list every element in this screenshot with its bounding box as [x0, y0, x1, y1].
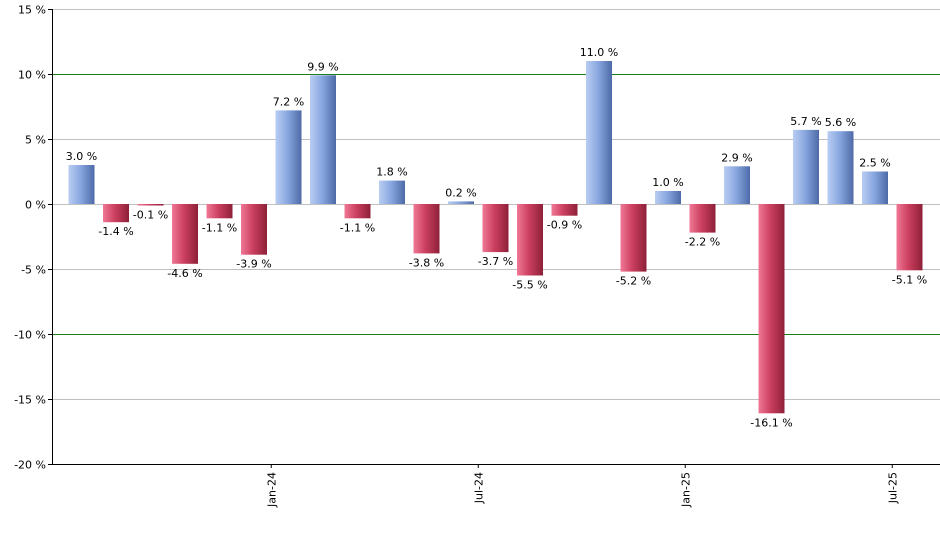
- y-tick-label: 15 %: [18, 4, 46, 17]
- axes: 15 % 10 % 5 % 0 % -5 % -10 % -15 % -20 % Jan-24 J…: [14, 4, 940, 508]
- bars: [68, 61, 923, 414]
- y-tick-label: -10 %: [14, 329, 46, 342]
- bar-value-label: 0.2 %: [445, 186, 476, 199]
- bar-value-label: -5.1 %: [892, 273, 927, 286]
- y-tick-label: -5 %: [21, 264, 46, 277]
- bar-value-label: 5.7 %: [790, 115, 821, 128]
- bar-value-label: -1.4 %: [98, 225, 133, 238]
- bar-value-label: -0.9 %: [547, 219, 582, 232]
- bar-value-label: 2.5 %: [859, 157, 890, 170]
- bar-value-label: 7.2 %: [273, 95, 304, 108]
- bar-value-label: -5.5 %: [512, 279, 547, 292]
- bar: [586, 61, 612, 204]
- data-labels: 3.0 % -1.4 %-0.1 % -4.6 % -1.1 % -3.9 % 7.2 %…: [66, 46, 927, 429]
- bar-value-label: -2.2 %: [685, 236, 720, 249]
- bar: [827, 131, 854, 204]
- bar: [137, 204, 164, 206]
- bar-value-label: -4.6 %: [167, 267, 202, 280]
- bar: [896, 204, 923, 271]
- bar: [413, 204, 440, 254]
- bar-value-label: 11.0 %: [580, 46, 618, 59]
- bar-value-label: 5.6 %: [825, 116, 856, 129]
- bar: [482, 204, 509, 253]
- bar: [68, 165, 95, 204]
- bar-value-label: -3.8 %: [409, 256, 444, 269]
- bar: [655, 191, 681, 204]
- bar: [793, 129, 819, 204]
- bar-value-label: -5.2 %: [616, 275, 651, 288]
- bar: [724, 166, 750, 204]
- bar-value-label: 3.0 %: [66, 150, 97, 163]
- bar: [448, 201, 474, 204]
- bar: [206, 204, 233, 219]
- bar-value-label: -16.1 %: [750, 416, 792, 429]
- bar-value-label: -3.7 %: [478, 255, 513, 268]
- grid-lines: [52, 9, 940, 465]
- bar: [310, 75, 336, 204]
- bar: [275, 110, 302, 204]
- bar: [517, 204, 543, 276]
- bar-value-label: -1.1 %: [202, 221, 237, 234]
- y-tick-label: 5 %: [25, 134, 46, 147]
- y-tick-label: -15 %: [14, 394, 46, 407]
- bar: [862, 171, 888, 204]
- bar-value-label: -1.1 %: [340, 221, 375, 234]
- bar-value-label: 1.0 %: [652, 176, 683, 189]
- bar: [103, 204, 129, 223]
- bar: [344, 204, 371, 219]
- bar-value-label: -3.9 %: [236, 258, 271, 271]
- bar: [172, 204, 198, 264]
- x-tick-label: Jul-24: [472, 472, 485, 504]
- bar: [758, 204, 785, 414]
- x-tick-label: Jan-24: [265, 472, 278, 508]
- bar-value-label: 1.8 %: [376, 166, 407, 179]
- bar: [620, 204, 647, 272]
- bar: [689, 204, 716, 233]
- bar: [379, 180, 405, 204]
- y-tick-label: 10 %: [18, 69, 46, 82]
- bar-value-label: 9.9 %: [307, 60, 338, 73]
- y-tick-label: -20 %: [14, 459, 46, 472]
- y-tick-label: 0 %: [25, 199, 46, 212]
- x-tick-label: Jan-25: [679, 472, 692, 508]
- bar-value-label: 2.9 %: [721, 151, 752, 164]
- bar: [551, 204, 578, 216]
- x-tick-label: Jul-25: [886, 472, 899, 504]
- bar: [241, 204, 267, 255]
- bar-value-label: -0.1 %: [133, 209, 168, 222]
